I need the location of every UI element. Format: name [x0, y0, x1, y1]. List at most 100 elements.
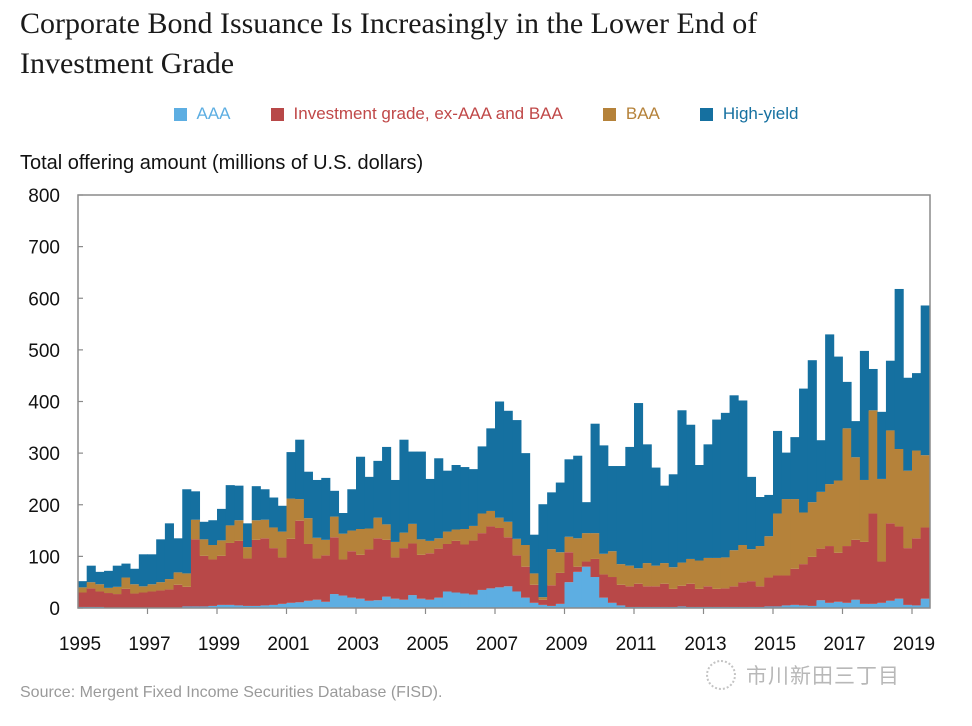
bar-aaa-q18 [234, 605, 244, 608]
bar-high-yield-q26 [303, 471, 313, 519]
bar-investment-grade-ex-aaa-and-baa-q84 [807, 556, 817, 606]
bar-high-yield-q76 [738, 400, 748, 546]
bar-high-yield-q10 [164, 523, 174, 580]
bar-investment-grade-ex-aaa-and-baa-q70 [686, 583, 696, 607]
bar-baa-q80 [773, 513, 783, 576]
bar-baa-q64 [634, 568, 644, 584]
bar-high-yield-q64 [634, 403, 644, 569]
bar-investment-grade-ex-aaa-and-baa-q23 [277, 557, 287, 604]
chart-title: Corporate Bond Issuance Is Increasingly … [20, 4, 960, 84]
bar-aaa-q49 [503, 586, 513, 608]
bar-baa-q71 [694, 560, 704, 589]
bar-high-yield-q79 [764, 494, 774, 537]
bar-investment-grade-ex-aaa-and-baa-q63 [625, 586, 635, 607]
bar-investment-grade-ex-aaa-and-baa-q34 [373, 538, 383, 601]
bar-investment-grade-ex-aaa-and-baa-q61 [607, 577, 618, 603]
legend-item-high-yield: High-yield [699, 104, 798, 124]
bar-baa-q12 [182, 573, 192, 587]
bar-aaa-q48 [495, 587, 505, 608]
bar-aaa-q92 [877, 602, 887, 608]
bar-baa-q72 [703, 557, 713, 587]
bar-baa-q51 [521, 545, 531, 567]
bar-baa-q38 [408, 523, 418, 544]
bar-high-yield-q27 [312, 479, 322, 538]
bar-investment-grade-ex-aaa-and-baa-q90 [859, 541, 869, 604]
bar-investment-grade-ex-aaa-and-baa-q42 [442, 543, 452, 592]
bar-high-yield-q66 [651, 467, 661, 566]
bar-investment-grade-ex-aaa-and-baa-q38 [408, 543, 418, 596]
bar-aaa-q20 [251, 605, 261, 608]
bar-high-yield-q37 [399, 439, 409, 533]
y-tick-label-700: 700 [28, 238, 60, 259]
bar-high-yield-q94 [894, 288, 904, 449]
bar-baa-q63 [625, 565, 635, 587]
bar-investment-grade-ex-aaa-and-baa-q79 [764, 577, 774, 607]
bar-baa-q24 [286, 498, 296, 539]
bar-high-yield-q44 [460, 467, 470, 530]
bar-investment-grade-ex-aaa-and-baa-q21 [260, 538, 270, 606]
bar-investment-grade-ex-aaa-and-baa-q37 [399, 548, 409, 600]
bar-baa-q78 [755, 546, 765, 587]
bar-high-yield-q83 [799, 388, 809, 513]
bar-aaa-q24 [286, 602, 296, 608]
bar-investment-grade-ex-aaa-and-baa-q26 [303, 543, 313, 601]
bar-baa-q79 [764, 536, 774, 578]
bar-baa-q67 [660, 563, 670, 584]
bar-investment-grade-ex-aaa-and-baa-q12 [182, 586, 192, 607]
x-tick-label-2005: 2005 [406, 634, 448, 655]
x-tick-label-1995: 1995 [59, 634, 101, 655]
legend-item-aaa: AAA [173, 104, 231, 124]
bar-baa-q62 [616, 564, 626, 585]
bar-baa-q87 [833, 480, 843, 553]
bar-baa-q52 [529, 573, 539, 585]
bar-investment-grade-ex-aaa-and-baa-q19 [243, 558, 253, 606]
bar-baa-q3 [104, 587, 114, 594]
bar-high-yield-q18 [234, 485, 244, 521]
bar-baa-q32 [356, 529, 366, 555]
bar-investment-grade-ex-aaa-and-baa-q6 [130, 593, 140, 608]
bar-aaa-q45 [468, 594, 479, 608]
bar-aaa-q85 [816, 600, 826, 608]
bar-baa-q43 [451, 529, 461, 541]
bar-investment-grade-ex-aaa-and-baa-q87 [833, 552, 843, 602]
bar-baa-q81 [781, 499, 791, 576]
bar-investment-grade-ex-aaa-and-baa-q39 [416, 554, 426, 599]
bar-high-yield-q34 [373, 460, 383, 518]
bar-baa-q36 [390, 541, 400, 558]
bar-aaa-q41 [434, 597, 444, 608]
bar-baa-q73 [712, 557, 722, 589]
bar-investment-grade-ex-aaa-and-baa-q28 [321, 555, 331, 602]
bar-aaa-q39 [416, 598, 426, 608]
x-tick-label-2001: 2001 [267, 634, 309, 655]
bar-investment-grade-ex-aaa-and-baa-q97 [920, 527, 930, 599]
bar-high-yield-q62 [616, 466, 626, 565]
bar-investment-grade-ex-aaa-and-baa-q80 [773, 575, 783, 607]
bar-aaa-q53 [538, 604, 548, 608]
bar-investment-grade-ex-aaa-and-baa-q91 [868, 513, 878, 604]
bar-high-yield-q6 [130, 568, 140, 585]
bar-investment-grade-ex-aaa-and-baa-q58 [581, 561, 591, 567]
legend-item-investment-grade: Investment grade, ex-AAA and BAA [270, 104, 563, 124]
bar-high-yield-q19 [243, 523, 253, 548]
bar-investment-grade-ex-aaa-and-baa-q64 [634, 583, 644, 607]
legend-label-baa: BAA [625, 104, 660, 123]
bar-aaa-q34 [373, 600, 383, 608]
bar-baa-q15 [208, 545, 218, 560]
bar-investment-grade-ex-aaa-and-baa-q48 [495, 527, 505, 588]
bar-investment-grade-ex-aaa-and-baa-q16 [217, 555, 227, 605]
bar-aaa-q91 [868, 603, 878, 608]
bar-baa-q5 [121, 577, 131, 589]
bar-investment-grade-ex-aaa-and-baa-q76 [738, 582, 748, 607]
bar-high-yield-q15 [208, 520, 218, 546]
bar-baa-q26 [303, 518, 313, 544]
legend-label-investment-grade: Investment grade, ex-AAA and BAA [293, 104, 563, 123]
bar-high-yield-q30 [338, 513, 348, 534]
bar-investment-grade-ex-aaa-and-baa-q74 [720, 588, 730, 607]
bar-high-yield-q80 [773, 430, 783, 514]
bar-investment-grade-ex-aaa-and-baa-q60 [599, 574, 609, 598]
bar-aaa-q27 [312, 599, 322, 608]
bar-baa-q7 [138, 586, 148, 593]
bar-aaa-q80 [773, 606, 783, 608]
bar-baa-q61 [607, 551, 618, 578]
bar-investment-grade-ex-aaa-and-baa-q71 [694, 588, 704, 607]
